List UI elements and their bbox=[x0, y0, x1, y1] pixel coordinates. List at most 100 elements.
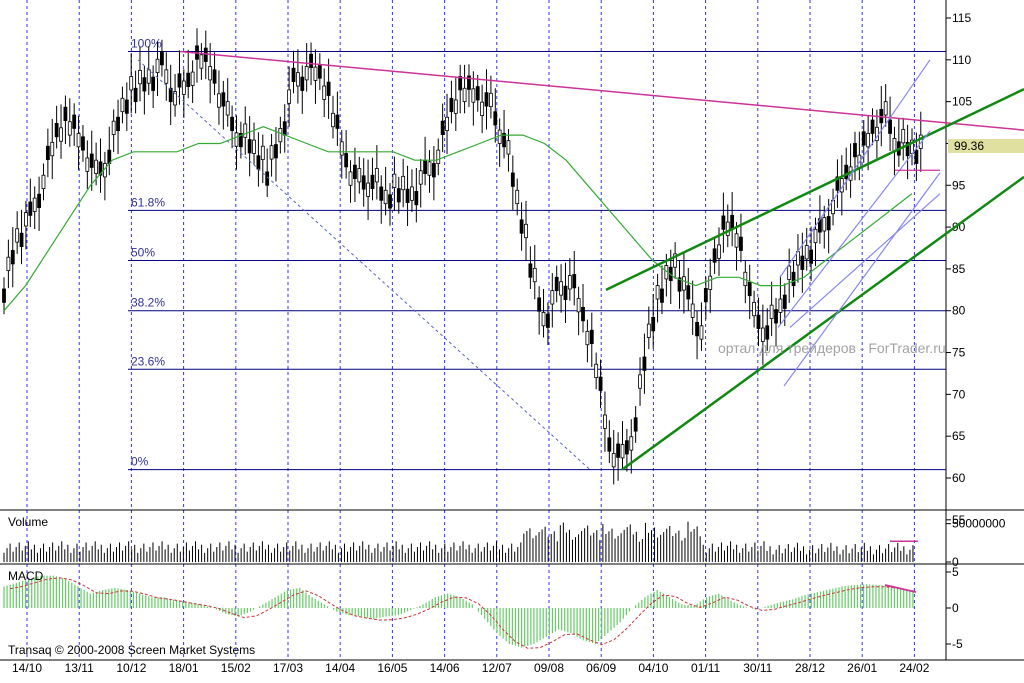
current-price-label: 99.36 bbox=[954, 139, 984, 153]
candle-body bbox=[888, 119, 892, 134]
macd-tick-label: 0 bbox=[952, 601, 959, 615]
candle-body bbox=[392, 173, 397, 188]
candle-body bbox=[589, 329, 594, 345]
candle-body bbox=[124, 99, 129, 114]
candle-body bbox=[418, 170, 423, 185]
macd-histogram bbox=[3, 575, 914, 648]
candle-body bbox=[361, 175, 366, 190]
candle-body bbox=[217, 93, 221, 108]
candle-body bbox=[230, 116, 234, 132]
candle-body bbox=[252, 139, 256, 154]
candle-body bbox=[484, 92, 489, 107]
candle-body bbox=[756, 314, 761, 329]
candle-body bbox=[699, 325, 704, 340]
candle-body bbox=[550, 290, 555, 305]
y-tick-label: 105 bbox=[952, 95, 972, 109]
candle-body bbox=[265, 171, 270, 186]
x-tick-label: 06/09 bbox=[586, 661, 616, 675]
candle-body bbox=[559, 281, 563, 296]
candle-body bbox=[563, 285, 568, 300]
candle-body bbox=[901, 129, 906, 144]
candle-body bbox=[581, 306, 585, 322]
y-tick-label: 55 bbox=[952, 513, 966, 527]
channel-line bbox=[783, 172, 941, 387]
candle-body bbox=[287, 89, 292, 104]
x-tick-label: 14/06 bbox=[430, 661, 460, 675]
candle-body bbox=[436, 149, 441, 164]
candles-group bbox=[2, 28, 923, 485]
candle-body bbox=[24, 212, 28, 227]
candle-body bbox=[401, 175, 406, 191]
y-tick-label: 95 bbox=[952, 178, 966, 192]
candle-body bbox=[256, 155, 261, 170]
fib-level-label: 38.2% bbox=[131, 296, 165, 310]
candle-body bbox=[94, 159, 99, 174]
candle-body bbox=[765, 325, 770, 340]
candle-body bbox=[747, 281, 752, 297]
candle-body bbox=[594, 363, 599, 379]
candle-body bbox=[282, 121, 287, 136]
x-tick-label: 28/12 bbox=[795, 661, 825, 675]
candle-body bbox=[353, 164, 357, 179]
candle-body bbox=[37, 193, 41, 208]
candle-body bbox=[633, 417, 638, 432]
candle-body bbox=[28, 201, 33, 216]
candle-body bbox=[2, 288, 6, 303]
candle-body bbox=[335, 114, 340, 129]
candle-body bbox=[142, 77, 147, 92]
macd-signal-line bbox=[10, 577, 910, 649]
candle-body bbox=[260, 145, 265, 161]
candle-body bbox=[85, 157, 90, 172]
candle-body bbox=[379, 186, 384, 201]
candle-body bbox=[712, 248, 717, 263]
candle-body bbox=[866, 133, 871, 148]
candle-body bbox=[826, 216, 831, 231]
candle-body bbox=[546, 313, 550, 328]
macd-tick-label: 5 bbox=[952, 565, 959, 579]
x-tick-label: 18/01 bbox=[169, 661, 199, 675]
price-panel: 115110105100959085807570656055100%61.8%5… bbox=[0, 0, 1024, 660]
x-tick-label: 26/01 bbox=[847, 661, 877, 675]
candle-body bbox=[524, 223, 528, 239]
volume-tick-label: 0 bbox=[952, 555, 959, 569]
candle-body bbox=[10, 250, 15, 265]
candle-body bbox=[164, 69, 169, 84]
candle-body bbox=[339, 141, 344, 156]
candle-body bbox=[782, 294, 787, 309]
candle-body bbox=[423, 159, 428, 174]
candle-body bbox=[151, 76, 156, 91]
volume-title: Volume bbox=[8, 515, 48, 529]
x-tick-label: 01/11 bbox=[691, 661, 720, 675]
candle-body bbox=[72, 114, 77, 129]
candle-body bbox=[809, 249, 814, 264]
candle-body bbox=[822, 217, 827, 232]
volume-panel: 50000000 0 bbox=[0, 517, 1024, 569]
candle-body bbox=[116, 116, 120, 132]
x-tick-label: 16/05 bbox=[377, 661, 407, 675]
candle-body bbox=[449, 97, 454, 113]
candle-body bbox=[331, 112, 335, 128]
candle-body bbox=[274, 144, 278, 159]
lower-green-trendline bbox=[621, 175, 1024, 471]
candle-body bbox=[734, 233, 739, 248]
candle-body bbox=[629, 436, 634, 451]
candle-body bbox=[76, 133, 81, 148]
macd-title: MACD bbox=[8, 569, 44, 583]
candle-body bbox=[54, 122, 59, 138]
y-tick-label: 70 bbox=[952, 387, 966, 401]
candle-body bbox=[234, 132, 239, 147]
candle-body bbox=[45, 145, 50, 161]
candle-body bbox=[291, 67, 296, 82]
x-axis: 14/10 13/11 10/12 18/01 15/02 17/03 14/04 16/05… bbox=[12, 661, 930, 675]
candle-body bbox=[774, 309, 778, 324]
x-tick-label: 14/04 bbox=[325, 661, 355, 675]
candle-body bbox=[677, 277, 682, 292]
candle-body bbox=[322, 85, 327, 100]
candle-body bbox=[603, 414, 607, 429]
candle-body bbox=[155, 58, 160, 74]
candle-body bbox=[81, 136, 85, 151]
candle-body bbox=[462, 87, 467, 103]
candle-body bbox=[611, 453, 616, 468]
